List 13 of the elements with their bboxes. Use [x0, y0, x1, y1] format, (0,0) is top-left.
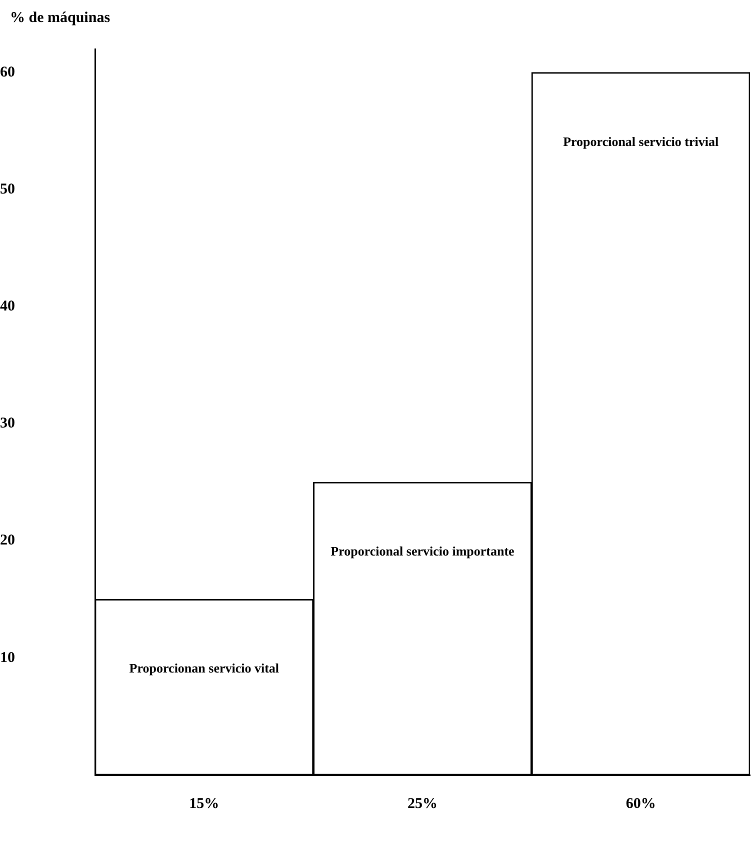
y-tick-label: 60: [0, 64, 15, 80]
y-tick-label: 30: [0, 416, 15, 432]
y-tick-label: 20: [0, 532, 15, 549]
y-tick-label: 10: [0, 650, 15, 666]
y-tick-label: 50: [0, 181, 15, 198]
annotation: Proporcional servicio trivial: [563, 134, 719, 149]
annotation: Proporcionan servicio vital: [129, 660, 280, 676]
x-tick-label: 25%: [408, 796, 438, 812]
y-axis-title: % de máquinas: [10, 10, 110, 26]
x-tick-label: 60%: [626, 796, 656, 812]
x-tick-label: 15%: [189, 796, 220, 812]
y-tick-label: 40: [0, 298, 15, 314]
annotation: Proporcional servicio importante: [330, 544, 515, 559]
